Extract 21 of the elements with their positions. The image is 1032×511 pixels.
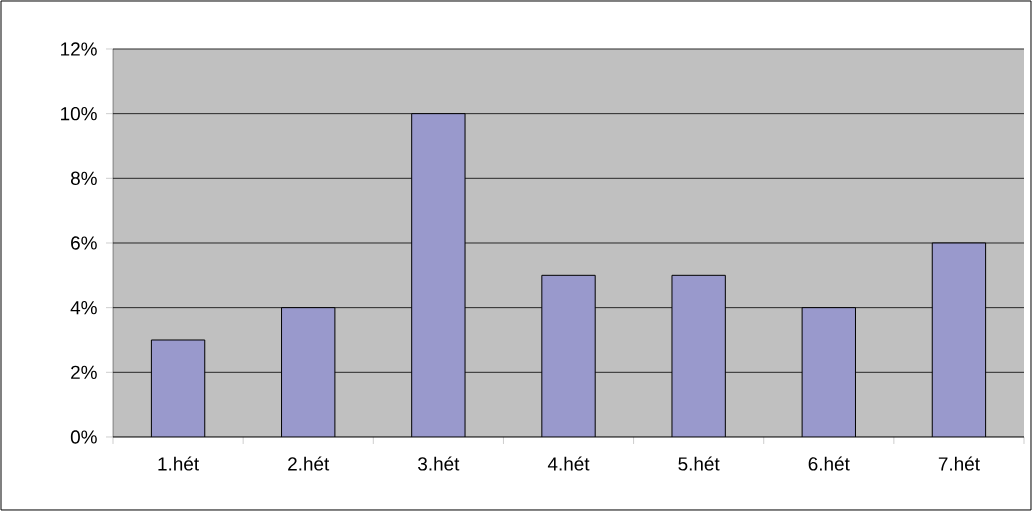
bar <box>411 113 466 437</box>
x-tick-label: 6.hét <box>808 456 850 471</box>
y-tick-label: 2% <box>71 365 97 379</box>
y-tick-label: 6% <box>71 236 97 250</box>
x-tick-label: 2.hét <box>288 456 330 471</box>
y-tick-label: 8% <box>70 171 97 186</box>
bar <box>671 274 726 437</box>
y-tick-label: 4% <box>70 301 97 315</box>
x-tick-label: 1.hét <box>158 456 199 471</box>
y-tick-label: 12% <box>61 42 97 56</box>
x-tick-label: 7.hét <box>938 456 980 471</box>
bar <box>150 339 206 437</box>
x-tick-label: 4.hét <box>547 456 590 471</box>
bar <box>931 242 987 437</box>
y-tick-label: 0% <box>70 430 97 444</box>
y-tick-label: 10% <box>61 106 97 121</box>
x-tick-label: 3.hét <box>418 456 460 471</box>
bar <box>541 274 596 437</box>
bar <box>801 307 856 437</box>
x-tick-label: 5.hét <box>678 456 720 471</box>
bar <box>281 307 336 437</box>
